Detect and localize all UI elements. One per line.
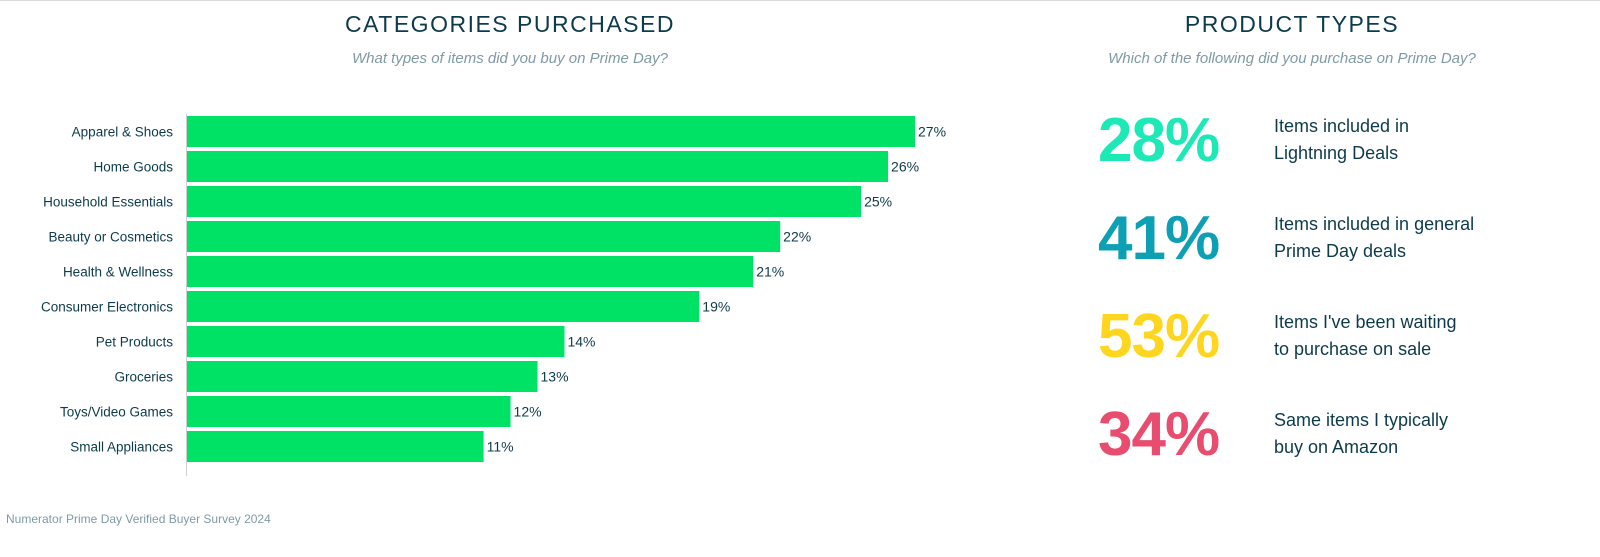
stat-label-line: Lightning Deals [1274, 143, 1399, 163]
category-label: Consumer Electronics [41, 300, 173, 315]
bar [187, 151, 889, 182]
stat-waiting-for-sale: 53% Items I've been waiting to purchase … [1098, 302, 1538, 372]
bar [187, 326, 565, 357]
product-types-title: PRODUCT TYPES [1184, 11, 1400, 37]
product-types-subtitle: Which of the following did you purchase … [1108, 50, 1476, 67]
category-label: Health & Wellness [63, 265, 173, 280]
categories-bar-chart: Apparel & Shoes 27% Home Goods 26% Household… [41, 114, 946, 476]
stat-general-deals: 41% Items included in general Prime Day … [1098, 204, 1538, 274]
stat-value: 34% [1098, 400, 1220, 469]
data-label: 12% [514, 404, 542, 420]
stat-label-line: Prime Day deals [1274, 241, 1407, 261]
category-label: Home Goods [93, 160, 173, 175]
bar [187, 431, 484, 462]
category-label: Apparel & Shoes [72, 125, 174, 140]
data-label: 14% [567, 334, 595, 350]
top-divider [0, 0, 1600, 1]
data-label: 13% [541, 369, 569, 385]
category-label: Toys/Video Games [60, 405, 173, 420]
bar [187, 361, 538, 392]
category-label: Pet Products [96, 335, 174, 350]
stat-label-line: buy on Amazon [1274, 437, 1399, 457]
stat-label: Items I've been waiting to purchase on s… [1274, 309, 1534, 363]
stat-lightning-deals: 28% Items included in Lightning Deals [1098, 106, 1538, 176]
data-label: 19% [702, 299, 730, 315]
data-label: 26% [891, 159, 919, 175]
stat-label-line: Items included in [1274, 116, 1410, 136]
bar [187, 256, 754, 287]
bar [187, 221, 781, 252]
stat-label-line: Same items I typically [1274, 410, 1449, 430]
stat-label-line: Items included in general [1274, 214, 1475, 234]
data-label: 21% [756, 264, 784, 280]
stat-typical-amazon-items: 34% Same items I typically buy on Amazon [1098, 400, 1538, 470]
bar [187, 291, 700, 322]
category-label: Beauty or Cosmetics [48, 230, 173, 245]
data-label: 27% [918, 124, 946, 140]
stat-label-line: Items I've been waiting [1274, 312, 1457, 332]
stat-label-line: to purchase on sale [1274, 339, 1432, 359]
stat-value: 28% [1098, 106, 1220, 175]
bar [187, 186, 862, 217]
stat-label: Items included in general Prime Day deal… [1274, 211, 1534, 265]
bar [187, 396, 511, 427]
stat-value: 53% [1098, 302, 1220, 371]
bar [187, 116, 915, 147]
category-label: Groceries [114, 370, 173, 385]
category-label: Household Essentials [43, 195, 173, 210]
data-label: 25% [864, 194, 892, 210]
stat-label: Items included in Lightning Deals [1274, 113, 1534, 167]
source-note: Numerator Prime Day Verified Buyer Surve… [6, 512, 271, 526]
data-label: 11% [487, 439, 514, 455]
chart-title: CATEGORIES PURCHASED [345, 11, 675, 37]
category-label: Small Appliances [70, 440, 173, 455]
stat-label: Same items I typically buy on Amazon [1274, 407, 1534, 461]
data-label: 22% [783, 229, 811, 245]
stat-value: 41% [1098, 204, 1220, 273]
chart-subtitle: What types of items did you buy on Prime… [352, 50, 668, 67]
